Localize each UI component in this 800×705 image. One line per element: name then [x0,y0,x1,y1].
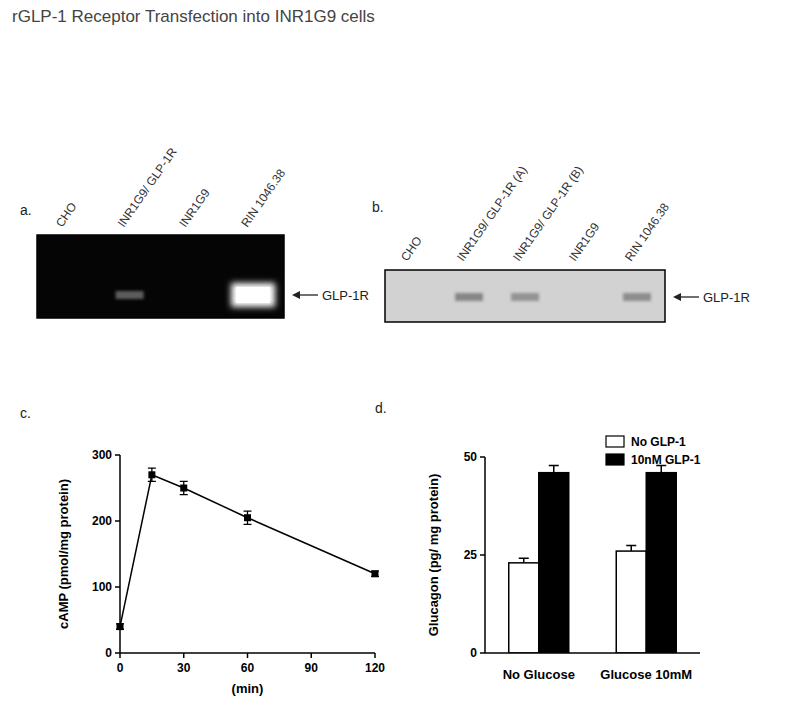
figure-title: rGLP-1 Receptor Transfection into INR1G9… [12,7,375,26]
blot-band [236,287,270,303]
chart-d: d. No Glucose Glucose 10mM 0 25 50 Glucagon (p… [375,400,701,682]
error-bar [180,481,188,494]
y-tick-label: 50 [464,450,478,464]
legend-label: 10nM GLP-1 [631,453,701,467]
x-tick-label: 30 [177,661,191,675]
x-tick [247,653,249,658]
y-tick [480,652,485,654]
y-tick-label: 25 [464,548,478,562]
data-point [372,570,379,577]
band-arrow-head [673,293,681,301]
error-bar [244,511,252,524]
plot-marks [116,468,379,630]
data-point [148,471,155,478]
x-tick [119,653,121,658]
panel-label: a. [20,202,32,218]
data-point [117,623,124,630]
blot-panel: a. CHO INR1G9/ GLP-1RINR1G9 RIN 1046.38 GLP-… [20,145,369,318]
band-label: GLP-1R [322,288,369,303]
y-tick [480,456,485,458]
lane-label: INR1G9/ GLP-1R [115,145,180,230]
chart-c: c. 0 100 200 300 0 30 60 90 120 (min) cAMP (pmol/mg… [20,405,385,696]
y-tick [480,554,485,556]
x-axis-label: (min) [232,681,264,696]
blot-band [231,283,275,307]
lane-label: CHO [398,234,425,264]
error-bar [549,466,559,473]
x-tick [311,653,313,658]
y-axis-label: cAMP (pmol/mg protein) [56,479,71,629]
bar [646,473,676,653]
panel-label: d. [375,400,387,416]
y-tick-label: 300 [92,448,112,462]
lane-label: INR1G9 [566,220,603,264]
data-line [120,475,375,627]
x-tick-label: 120 [365,661,385,675]
blot-image [37,235,284,318]
lane-label: CHO [53,200,80,230]
legend-label: No GLP-1 [631,435,686,449]
lane-label: RIN 1046.38 [238,166,288,229]
y-tick-label: 0 [105,646,112,660]
panel-label: c. [20,405,31,421]
blot-band [511,293,539,301]
figure-root: rGLP-1 Receptor Transfection into INR1G9… [0,0,800,705]
plot-marks [509,466,677,653]
y-tick-label: 0 [470,646,477,660]
error-bar [519,558,529,563]
blot-band [455,293,483,301]
blot-panel: b.CHOINR1G9/ GLP-1R (A)INR1G9/ GLP-1R (B… [372,163,750,322]
x-tick-label: 60 [241,661,255,675]
lane-label: INR1G9 [176,186,213,230]
y-tick-label: 200 [92,514,112,528]
x-tick-label: Glucose 10mM [600,667,692,682]
error-bar [148,468,156,481]
x-axis [485,652,700,654]
x-tick [374,653,376,658]
y-tick-label: 100 [92,580,112,594]
error-bar [371,571,379,576]
error-bar [116,624,124,629]
x-tick-label: No Glucose [503,667,575,682]
blot-band [623,293,651,301]
lane-label: RIN 1046.38 [622,200,672,263]
y-axis-label: Glucagon (pg/ mg protein) [426,474,441,637]
figure: rGLP-1 Receptor Transfection into INR1G9… [0,0,800,705]
bar [509,563,539,653]
blot-image [385,270,665,322]
x-tick [183,653,185,658]
x-tick-label: 90 [305,661,319,675]
y-tick [115,520,120,522]
data-point [244,514,251,521]
y-tick [115,454,120,456]
bar [539,473,569,653]
data-point [180,485,187,492]
panel-label: b. [372,199,384,215]
x-tick-label: 0 [117,661,124,675]
band-arrow-head [292,291,300,299]
band-label: GLP-1R [703,290,750,305]
y-tick [115,586,120,588]
bar [616,551,646,653]
legend-swatch [606,454,624,465]
legend-swatch [606,436,624,447]
legend: No GLP-1 10nM GLP-1 [606,435,701,467]
blot-band [116,291,144,299]
error-bar [626,546,636,551]
